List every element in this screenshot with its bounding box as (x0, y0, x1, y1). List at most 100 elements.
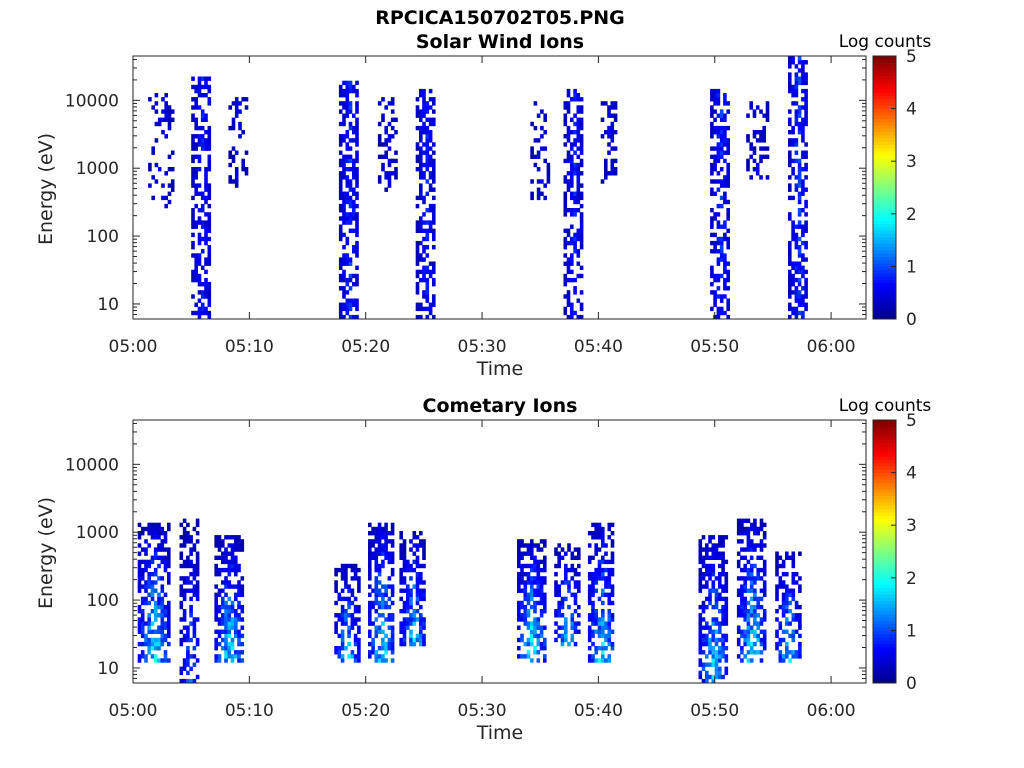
heatmap-cell (756, 600, 760, 606)
colorbar-segment (873, 452, 896, 457)
heatmap-cell (154, 93, 159, 98)
heatmap-cell (798, 625, 802, 630)
heatmap-cell (743, 531, 747, 536)
heatmap-cell (577, 563, 581, 569)
heatmap-cell (419, 306, 423, 312)
heatmap-cell (736, 654, 741, 659)
heatmap-cell (797, 162, 802, 168)
colorbar-segment (873, 643, 896, 648)
heatmap-cell (425, 290, 430, 295)
heatmap-cell (723, 138, 727, 143)
heatmap-cell (711, 572, 716, 577)
heatmap-cell (227, 551, 232, 556)
heatmap-cell (186, 555, 190, 560)
heatmap-cell (607, 658, 612, 663)
colorbar-tick-label: 5 (906, 47, 917, 67)
heatmap-cell (399, 625, 403, 630)
heatmap-cell (801, 138, 805, 143)
heatmap-cell (412, 551, 417, 556)
y-tick-label: 1000 (76, 159, 119, 179)
heatmap-cell (601, 588, 605, 593)
heatmap-cell (374, 592, 379, 597)
heatmap-cell (746, 559, 751, 565)
heatmap-cell (371, 543, 375, 548)
heatmap-cell (587, 600, 592, 606)
colorbar-segment (873, 617, 896, 621)
heatmap-cell (530, 592, 534, 597)
heatmap-cell (718, 674, 722, 680)
heatmap-cell (610, 572, 615, 577)
heatmap-cell (381, 154, 385, 159)
heatmap-cell (775, 567, 779, 573)
heatmap-cell (753, 531, 757, 536)
heatmap-cell (579, 125, 584, 131)
heatmap-cell (197, 134, 202, 139)
heatmap-cell (543, 658, 547, 663)
heatmap-cell (543, 183, 547, 188)
heatmap-cell (399, 572, 403, 577)
heatmap-cell (422, 547, 426, 552)
cometary-panel: Cometary Ions 05:00 05:10 05:20 05:30 05:40 0… (35, 395, 931, 744)
heatmap-cell (711, 588, 716, 593)
heatmap-cell (526, 576, 531, 581)
heatmap-cell (182, 662, 187, 667)
heatmap-cell (610, 543, 615, 548)
heatmap-cell (801, 76, 805, 81)
heatmap-cell (189, 613, 193, 618)
heatmap-cell (719, 245, 724, 250)
heatmap-cell (759, 555, 764, 560)
heatmap-cell (804, 80, 808, 86)
heatmap-cell (788, 158, 792, 164)
heatmap-cell (719, 154, 724, 159)
heatmap-cell (726, 240, 730, 246)
heatmap-cell (797, 179, 802, 184)
heatmap-cell (753, 547, 757, 552)
heatmap-cell (573, 232, 577, 238)
heatmap-cell (200, 117, 205, 122)
heatmap-cell (377, 535, 382, 540)
heatmap-cell (214, 535, 218, 540)
heatmap-cell (517, 572, 521, 577)
heatmap-cell (422, 641, 426, 647)
heatmap-cell (705, 674, 709, 680)
heatmap-cell (797, 224, 802, 229)
heatmap-cell (234, 633, 238, 639)
heatmap-cell (746, 621, 751, 626)
heatmap-cell (374, 555, 379, 560)
heatmap-cell (425, 253, 430, 258)
heatmap-cell (221, 580, 225, 585)
heatmap-cell (163, 531, 168, 536)
heatmap-cell (140, 625, 145, 630)
heatmap-cell (517, 555, 521, 560)
heatmap-cell (368, 543, 372, 548)
heatmap-cell (698, 572, 703, 577)
heatmap-cell (200, 109, 205, 114)
heatmap-cell (345, 142, 350, 147)
heatmap-cell (377, 134, 382, 139)
heatmap-cell (604, 576, 608, 581)
heatmap-cell (194, 265, 198, 270)
heatmap-cell (186, 576, 190, 581)
heatmap-cell (587, 646, 592, 651)
heatmap-cell (179, 600, 184, 606)
heatmap-cell (153, 641, 158, 647)
heatmap-cell (539, 646, 544, 651)
heatmap-cell (718, 555, 722, 560)
heatmap-cell (573, 580, 578, 585)
heatmap-cell (713, 216, 717, 221)
heatmap-cell (563, 117, 568, 122)
heatmap-cell (368, 641, 372, 647)
heatmap-cell (804, 199, 808, 205)
heatmap-cell (422, 294, 426, 299)
heatmap-cell (708, 547, 712, 552)
heatmap-cell (775, 629, 779, 634)
heatmap-cell (195, 658, 200, 663)
heatmap-cell (153, 555, 158, 560)
heatmap-cell (723, 134, 727, 139)
heatmap-cell (334, 572, 338, 577)
colorbar-segment (873, 505, 896, 510)
heatmap-cell (368, 592, 372, 597)
heatmap-cell (182, 539, 187, 544)
heatmap-cell (231, 154, 236, 159)
